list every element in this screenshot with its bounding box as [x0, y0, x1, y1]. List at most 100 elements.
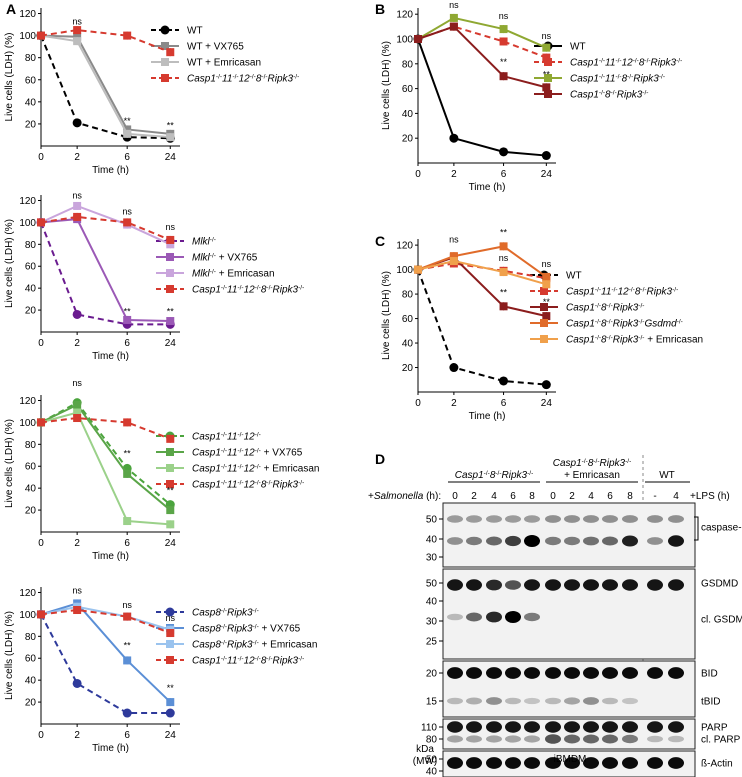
band — [447, 613, 463, 621]
y-axis-title: Live cells (LDH) (%) — [381, 271, 392, 360]
time-label: 0 — [550, 491, 556, 502]
text-run: Casp1 — [192, 464, 221, 475]
legend-label: Casp1-/-11-/-12-/- + Emricasan — [192, 463, 319, 475]
legend-marker — [166, 448, 174, 456]
y-axis-title: Live cells (LDH) (%) — [4, 219, 15, 308]
chart-a3: 20 40 60 80 100 120 0 2 6 24 Time (h) Live cells (L… — [4, 378, 319, 562]
text-run: 11 — [227, 656, 237, 667]
band — [647, 721, 663, 733]
data-point — [166, 133, 175, 142]
band — [486, 697, 502, 705]
band — [602, 579, 618, 591]
text-run: -/- — [611, 286, 617, 293]
band — [505, 735, 521, 743]
y-tick-label: 80 — [25, 632, 37, 643]
text-run: -/- — [638, 334, 644, 341]
y-tick-label: 40 — [25, 676, 37, 687]
legend-marker — [160, 25, 170, 35]
text-run: -/- — [221, 284, 227, 291]
text-run: -/- — [266, 479, 272, 486]
band — [486, 667, 502, 679]
data-point — [166, 434, 175, 443]
data-point — [123, 469, 132, 478]
group-label: Casp1-/-8-/-Ripk3-/- — [553, 458, 631, 470]
data-point — [166, 629, 175, 638]
text-run: -/- — [672, 286, 678, 293]
text-run: -/- — [237, 463, 243, 470]
data-point — [123, 517, 132, 526]
series-line — [40, 34, 171, 135]
y-tick-label: 40 — [25, 97, 37, 108]
series-line — [40, 34, 171, 139]
band — [505, 515, 521, 523]
series-line — [40, 35, 171, 140]
data-point — [73, 201, 82, 210]
band — [545, 721, 561, 733]
text-run: -/- — [237, 655, 243, 662]
data-point — [166, 698, 175, 707]
data-point — [499, 302, 508, 311]
y-tick-label: 100 — [19, 218, 36, 229]
text-run: 11 — [605, 74, 615, 85]
band — [524, 721, 540, 733]
text-run: -/- — [599, 89, 605, 96]
significance-label: ** — [124, 448, 132, 458]
data-point — [166, 317, 175, 326]
text-run: -/- — [221, 447, 227, 454]
data-point — [542, 312, 551, 321]
legend-marker — [544, 74, 552, 82]
text-run: Casp1 — [566, 303, 595, 314]
legend-label: Casp1-/-11-/-12-/- — [192, 431, 261, 443]
legend-label: Casp8-/-Ripk3-/- — [192, 607, 259, 619]
chart-a2: 20 40 60 80 100 120 0 2 6 24 Time (h) Live cells (L… — [4, 190, 304, 362]
text-run: 8 — [639, 58, 645, 69]
band — [668, 579, 684, 591]
legend-label: Casp1-/-11-/-12-/-8-/-Ripk3-/- — [192, 479, 304, 491]
text-run: Ripk3 — [273, 656, 299, 667]
band — [466, 697, 482, 705]
y-tick-label: 60 — [25, 462, 37, 473]
text-run: -/- — [261, 73, 267, 80]
wt-time-label: - — [653, 491, 656, 502]
marker-label: 80 — [426, 735, 438, 746]
data-point — [123, 129, 132, 138]
x-tick-label: 6 — [124, 730, 130, 741]
data-point — [122, 708, 132, 718]
y-tick-label: 20 — [25, 119, 37, 130]
text-run: -/- — [221, 607, 227, 614]
text-run: Casp1 — [192, 656, 221, 667]
marker-label: 40 — [426, 597, 438, 608]
chart-b: 20 40 60 80 100 120 0 2 6 24 Time (h) Live cells (L… — [381, 0, 682, 193]
legend-marker — [166, 269, 174, 277]
band — [466, 667, 482, 679]
text-run: -/- — [232, 73, 238, 80]
blot-strip-caspase-11: 50 40 30 caspase-11 — [426, 502, 742, 568]
band — [466, 721, 482, 733]
legend-label: WT + VX765 — [187, 42, 244, 53]
text-run: 12 — [244, 285, 256, 296]
band — [583, 734, 599, 744]
data-point — [542, 53, 551, 62]
band — [647, 537, 663, 545]
text-run: + Emricasan — [644, 335, 703, 346]
data-point — [166, 520, 175, 529]
text-run: -/- — [221, 431, 227, 438]
text-run: Ripk3 — [651, 58, 677, 69]
text-run: 11 — [227, 464, 237, 475]
significance-label: ns — [499, 11, 509, 21]
band — [524, 697, 540, 705]
text-run: Casp1 — [570, 90, 599, 101]
series-line — [40, 602, 171, 703]
time-label: 4 — [588, 491, 594, 502]
time-label: 8 — [529, 491, 535, 502]
data-point — [73, 408, 82, 417]
band — [545, 579, 561, 591]
band — [524, 515, 540, 523]
data-point — [542, 43, 551, 52]
series-line — [40, 609, 171, 634]
band — [486, 611, 502, 623]
protein-label: caspase-11 — [701, 523, 742, 534]
text-run: 8 — [261, 656, 267, 667]
